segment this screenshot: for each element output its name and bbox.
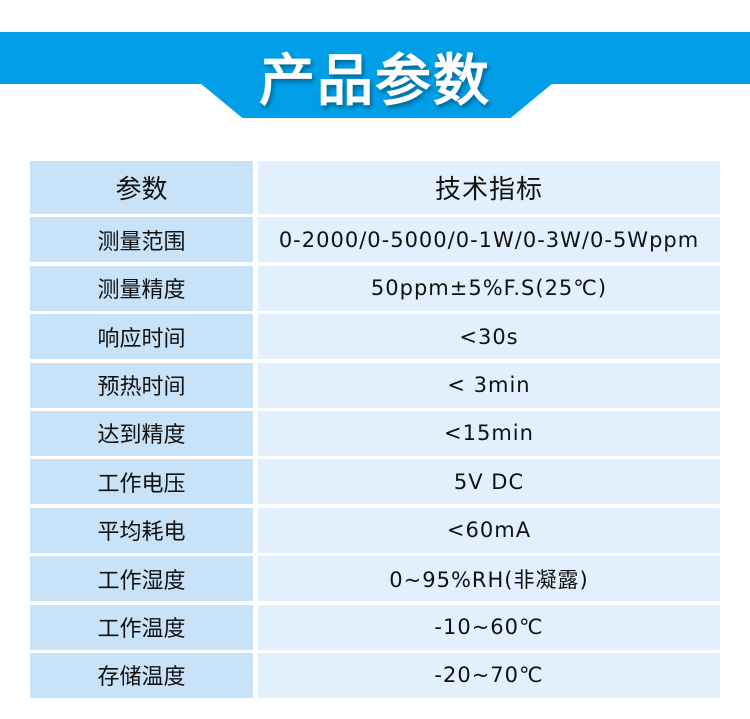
table-row: 测量范围 0-2000/0-5000/0-1W/0-3W/0-5Wppm [30,217,720,263]
page-title: 产品参数 [259,49,491,114]
param-value: <60mA [258,507,720,553]
param-name: 测量精度 [30,265,253,311]
table-row: 预热时间 < 3min [30,362,720,408]
param-name: 达到精度 [30,410,253,456]
param-value: -20~70℃ [258,652,720,698]
param-value: 0~95%RH(非凝露) [258,556,720,602]
spec-table: 参数 技术指标 测量范围 0-2000/0-5000/0-1W/0-3W/0-5W… [30,161,720,701]
table-row: 工作湿度 0~95%RH(非凝露) [30,556,720,602]
table-row: 达到精度 <15min [30,410,720,456]
param-value: -10~60℃ [258,604,720,650]
param-name: 工作电压 [30,459,253,505]
table-header: 参数 技术指标 [30,161,720,214]
param-value: 50ppm±5%F.S(25℃) [258,265,720,311]
header-value: 技术指标 [258,161,720,214]
table-row: 平均耗电 <60mA [30,507,720,553]
param-name: 工作温度 [30,604,253,650]
param-value: 5V DC [258,459,720,505]
param-name: 工作湿度 [30,556,253,602]
param-name: 预热时间 [30,362,253,408]
title-banner [0,32,750,84]
param-name: 平均耗电 [30,507,253,553]
param-name: 测量范围 [30,217,253,263]
param-value: <30s [258,314,720,360]
param-name: 存储温度 [30,652,253,698]
title-banner-tab [200,83,553,118]
param-value: 0-2000/0-5000/0-1W/0-3W/0-5Wppm [258,217,720,263]
param-value: < 3min [258,362,720,408]
header-param: 参数 [30,161,253,214]
param-value: <15min [258,410,720,456]
table-row: 响应时间 <30s [30,314,720,360]
param-name: 响应时间 [30,314,253,360]
table-row: 测量精度 50ppm±5%F.S(25℃) [30,265,720,311]
table-row: 存储温度 -20~70℃ [30,652,720,698]
table-row: 工作温度 -10~60℃ [30,604,720,650]
table-row: 工作电压 5V DC [30,459,720,505]
